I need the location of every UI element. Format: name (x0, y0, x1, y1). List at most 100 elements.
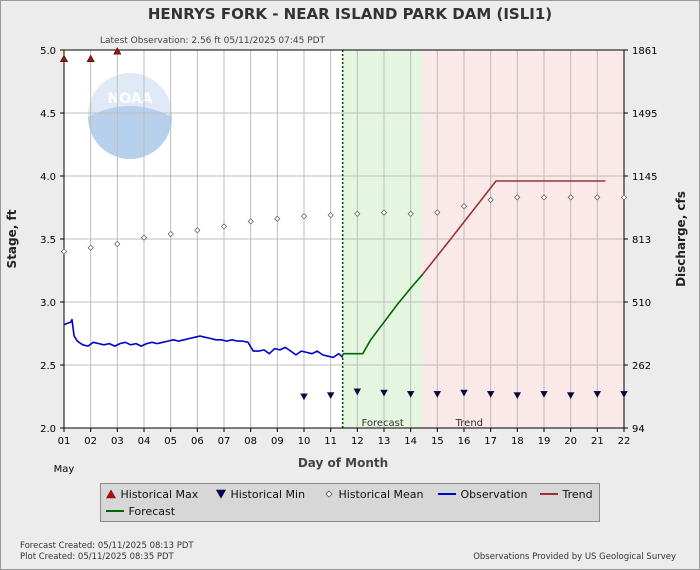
series-observation-line (63, 318, 344, 359)
data-provider-text: Observations Provided by US Geological S… (473, 552, 676, 562)
x-tick-label: 14 (404, 436, 417, 447)
series-historical-mean-point (567, 194, 574, 201)
series-historical-min-point (326, 392, 335, 400)
x-tick-label: 06 (191, 436, 204, 447)
logo-text: NOAA (108, 91, 153, 107)
chart-subtitle: Latest Observation: 2.56 ft 05/11/2025 0… (100, 36, 326, 46)
x-tick-label: 13 (378, 436, 391, 447)
x-tick-label: 17 (484, 436, 497, 447)
x-tick-label: 11 (324, 436, 337, 447)
series-historical-mean-point (60, 248, 68, 255)
series-historical-min-point (540, 391, 548, 398)
y2-tick-label: 1145 (632, 172, 657, 183)
x-axis-label: Day of Month (298, 456, 388, 470)
month-label: May (54, 464, 75, 475)
legend-label: Forecast (128, 505, 176, 518)
y2-tick-label: 1861 (632, 46, 657, 57)
y-tick-label: 3.5 (40, 235, 56, 246)
y-tick-label: 2.0 (40, 424, 56, 435)
y2-tick-label: 1495 (632, 109, 657, 120)
series-historical-mean-point (274, 215, 281, 222)
series-historical-mean-point (514, 194, 521, 201)
diamond-icon (325, 490, 333, 498)
legend-label: Observation (460, 488, 528, 501)
y-axis-label-left: Stage, ft (5, 209, 19, 268)
series-historical-max-point (113, 47, 122, 55)
legend-item-historical-max: Historical Max (105, 488, 198, 501)
legend-item-observation: Observation (437, 488, 527, 501)
y-tick-label: 3.0 (40, 298, 56, 309)
legend-item-trend: Trend (539, 488, 593, 501)
series-historical-min-point (460, 389, 468, 397)
series-historical-min-point (380, 389, 388, 397)
plot-created-text: Plot Created: 05/11/2025 08:35 PDT (20, 552, 174, 562)
legend-item-forecast: Forecast (105, 505, 175, 518)
series-historical-min-point (593, 391, 602, 398)
x-tick-label: 19 (538, 436, 551, 447)
y2-tick-label: 510 (632, 298, 651, 309)
series-historical-mean-point (620, 194, 628, 201)
series-forecast-line (342, 273, 424, 355)
legend-label: Historical Min (230, 488, 306, 501)
x-tick-label: 15 (431, 436, 444, 447)
series-historical-mean-point (380, 209, 388, 216)
forecast-created-text: Forecast Created: 05/11/2025 08:13 PDT (20, 541, 194, 551)
y2-tick-label: 262 (632, 361, 651, 372)
region-label-trend: Trend (455, 418, 483, 429)
line-icon (106, 510, 124, 512)
series-historical-mean-point (194, 227, 201, 234)
x-tick-label: 16 (458, 436, 471, 447)
series-trend-line (422, 180, 606, 275)
legend-label: Trend (562, 488, 593, 501)
series-historical-max-point (86, 54, 95, 62)
y2-tick-label: 813 (632, 235, 651, 246)
x-tick-label: 22 (618, 436, 631, 447)
y-tick-label: 2.5 (40, 361, 56, 372)
series-historical-mean-point (87, 244, 94, 251)
y-tick-label: 4.0 (40, 172, 56, 183)
x-tick-label: 02 (84, 436, 97, 447)
series-historical-min-point (300, 393, 308, 401)
series-historical-min-point (620, 391, 628, 398)
series-historical-mean-point (594, 194, 601, 201)
x-tick-label: 07 (218, 436, 231, 447)
x-tick-label: 04 (138, 436, 151, 447)
series-historical-min-point (406, 391, 415, 398)
series-historical-mean-point (167, 230, 174, 238)
series-historical-mean-point (407, 210, 414, 217)
x-tick-label: 03 (111, 436, 124, 447)
series-historical-mean-point (247, 218, 254, 225)
x-tick-label: 21 (591, 436, 604, 447)
x-tick-label: 05 (164, 436, 177, 447)
noaa-logo: NOAA (88, 73, 172, 159)
series-historical-mean-point (327, 212, 334, 219)
series-historical-min-point (486, 391, 495, 398)
y-tick-label: 4.5 (40, 109, 56, 120)
triangle-down-icon (215, 489, 227, 499)
series-historical-min-point (513, 392, 522, 400)
line-icon (540, 493, 558, 495)
legend-label: Historical Max (120, 488, 199, 501)
y2-tick-label: 94 (632, 424, 645, 435)
region-label-forecast: Forecast (362, 418, 404, 429)
legend-item-historical-mean: Historical Mean (323, 488, 424, 501)
x-tick-label: 18 (511, 436, 524, 447)
x-tick-label: 09 (271, 436, 284, 447)
x-tick-label: 20 (564, 436, 577, 447)
legend: Historical Max Historical Min Historical… (100, 483, 600, 522)
legend-item-historical-min: Historical Min (215, 488, 305, 501)
series-historical-mean-point (354, 210, 361, 217)
logo-wave (88, 106, 172, 159)
series-historical-min-point (433, 391, 442, 398)
y-axis-label-right: Discharge, cfs (674, 191, 688, 287)
triangle-up-icon (105, 489, 117, 499)
series-historical-mean-point (114, 240, 121, 248)
series-historical-mean-point (220, 223, 228, 230)
series-historical-mean-point (140, 234, 148, 241)
series-historical-max-point (59, 54, 69, 62)
series-historical-mean-point (540, 194, 548, 201)
series-historical-min-point (353, 388, 362, 396)
series-historical-mean-point (487, 196, 494, 203)
series-historical-min-point (566, 392, 575, 400)
